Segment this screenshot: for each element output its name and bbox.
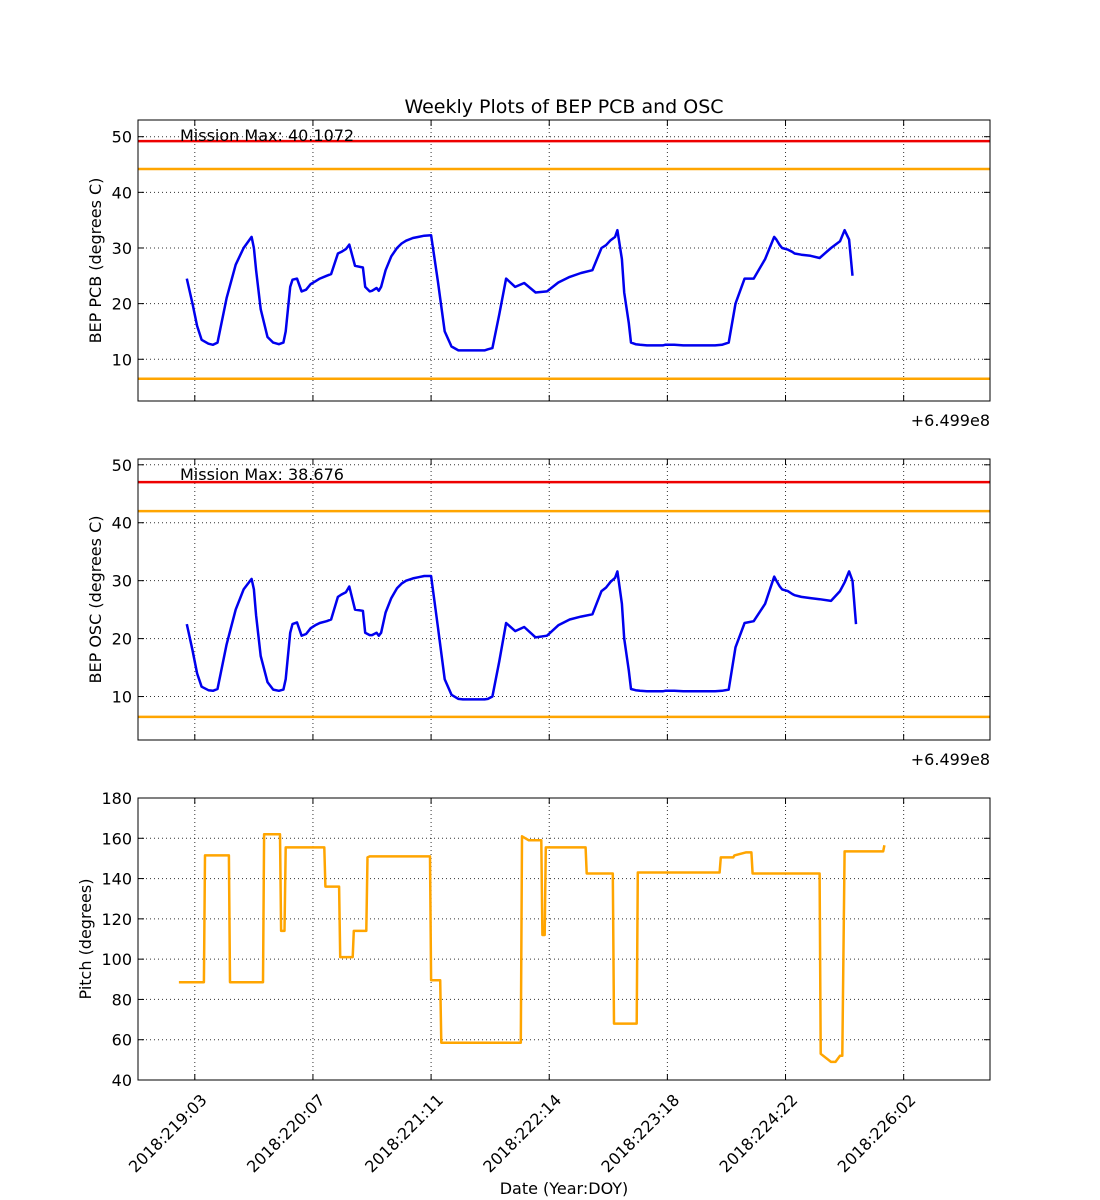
y-tick-label: 50 <box>112 456 132 475</box>
mission-max-annotation: Mission Max: 38.676 <box>180 465 344 484</box>
y-tick-label: 40 <box>112 514 132 533</box>
y-tick-label: 160 <box>101 829 132 848</box>
y-tick-label: 40 <box>112 183 132 202</box>
y-tick-label: 10 <box>112 688 132 707</box>
y-axis-label: Pitch (degrees) <box>76 879 95 1000</box>
x-axis-label: Date (Year:DOY) <box>500 1179 629 1198</box>
y-tick-label: 60 <box>112 1031 132 1050</box>
y-axis-label: BEP OSC (degrees C) <box>86 516 105 684</box>
axes-frame <box>137 119 991 402</box>
y-tick-label: 20 <box>112 295 132 314</box>
panel-1: 10 20 30 40 50 BEP PCB (degrees C) Mission Max… <box>86 119 991 430</box>
y-tick-label: 40 <box>112 1071 132 1090</box>
y-tick-label: 80 <box>112 990 132 1009</box>
series-line <box>185 570 858 701</box>
y-axis-label: BEP PCB (degrees C) <box>86 178 105 344</box>
x-offset-label: +6.499e8 <box>911 750 990 769</box>
x-offset-label: +6.499e8 <box>911 411 990 430</box>
series-line <box>185 228 854 352</box>
axes-frame <box>137 458 991 741</box>
y-tick-label: 100 <box>101 950 132 969</box>
y-tick-label: 180 <box>101 789 132 808</box>
series-line <box>178 833 886 1064</box>
y-tick-label: 10 <box>112 350 132 369</box>
y-tick-label: 30 <box>112 572 132 591</box>
mission-max-annotation: Mission Max: 40.1072 <box>180 126 354 145</box>
y-tick-label: 50 <box>112 128 132 147</box>
panel-2: 10 20 30 40 50 BEP OSC (degrees C) Mission Max… <box>86 456 991 769</box>
y-tick-label: 30 <box>112 239 132 258</box>
y-tick-label: 140 <box>101 870 132 889</box>
y-tick-label: 20 <box>112 630 132 649</box>
y-tick-label: 120 <box>101 910 132 929</box>
axes-frame <box>137 797 991 1081</box>
figure-title: Weekly Plots of BEP PCB and OSC <box>404 96 723 118</box>
